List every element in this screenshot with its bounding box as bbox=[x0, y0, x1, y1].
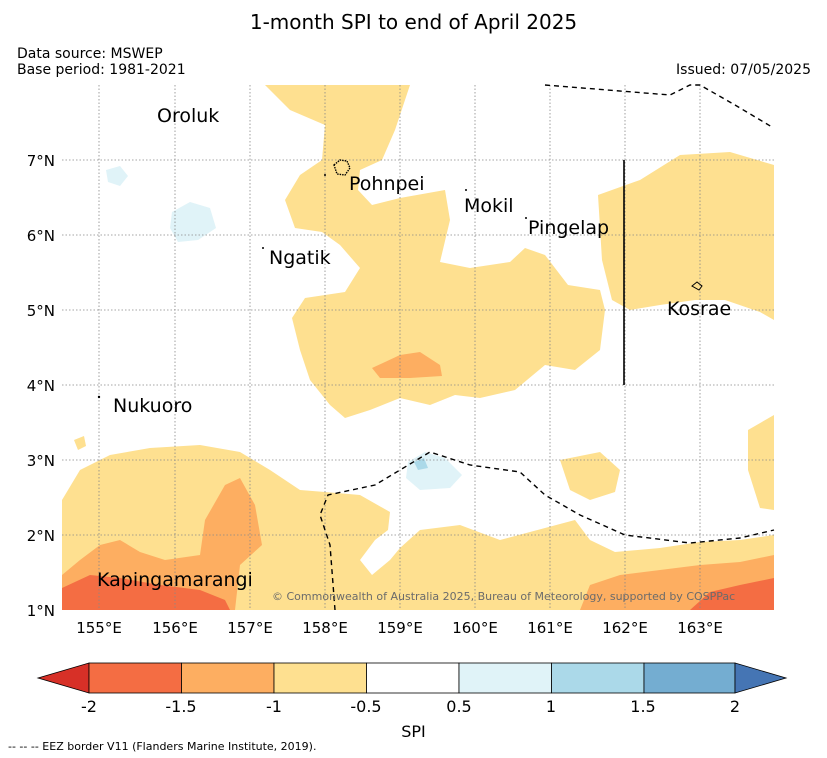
lon-tick-label: 155°E bbox=[76, 619, 122, 637]
gridlines bbox=[62, 85, 774, 610]
lat-tick-label: 1°N bbox=[27, 602, 55, 620]
colorbar-tick-label: -2 bbox=[81, 697, 97, 716]
eez-borders bbox=[319, 84, 775, 611]
kosrae-island bbox=[691, 281, 703, 291]
map-title: 1-month SPI to end of April 2025 bbox=[249, 10, 578, 34]
lat-tick-label: 7°N bbox=[27, 152, 55, 170]
place-label-oroluk: Oroluk bbox=[157, 105, 219, 127]
lat-tick-label: 6°N bbox=[27, 227, 55, 245]
eez-border-north bbox=[544, 84, 773, 128]
colorbar-tick-label: 1.5 bbox=[630, 697, 655, 716]
issued-date: Issued: 07/05/2025 bbox=[676, 62, 811, 78]
colorbar-segment bbox=[88, 662, 182, 694]
lon-tick-label: 163°E bbox=[677, 619, 723, 637]
data-source-text: Data source: MSWEP bbox=[17, 46, 163, 62]
spi-region-extreme-dry-southeast bbox=[690, 578, 774, 610]
pohnpei-island bbox=[333, 159, 351, 176]
spi-region-dry-3n-east bbox=[560, 452, 620, 500]
lon-tick-label: 156°E bbox=[152, 619, 198, 637]
spi-region-dry-small bbox=[74, 436, 86, 450]
lon-tick-label: 161°E bbox=[527, 619, 573, 637]
place-label-nukuoro: Nukuoro bbox=[113, 395, 192, 417]
colorbar-tick-label: 0.5 bbox=[446, 697, 471, 716]
colorbar-extend-low bbox=[36, 662, 90, 694]
spi-field bbox=[62, 85, 774, 610]
spi-region-very-dry-south bbox=[62, 478, 262, 610]
colorbar-segment bbox=[181, 662, 275, 694]
colorbar-tick-label: -0.5 bbox=[350, 697, 381, 716]
colorbar-segment bbox=[273, 662, 367, 694]
colorbar-segment bbox=[643, 662, 736, 694]
data-source-block: Data source: MSWEP Base period: 1981-202… bbox=[17, 46, 186, 78]
lon-tick-label: 162°E bbox=[602, 619, 648, 637]
colorbar-tick-label: -1 bbox=[266, 697, 282, 716]
place-label-mokil: Mokil bbox=[464, 195, 514, 217]
lon-tick-label: 158°E bbox=[302, 619, 348, 637]
lat-tick-label: 5°N bbox=[27, 302, 55, 320]
lon-tick-label: 157°E bbox=[227, 619, 273, 637]
eez-footnote: -- -- -- EEZ border V11 (Flanders Marine… bbox=[8, 740, 317, 753]
spi-region-wet-west bbox=[170, 202, 216, 242]
colorbar-extend-high bbox=[734, 662, 788, 694]
lon-tick-label: 160°E bbox=[452, 619, 498, 637]
place-label-kosrae: Kosrae bbox=[667, 298, 731, 320]
spi-colorbar bbox=[36, 662, 788, 694]
lon-tick-label: 159°E bbox=[377, 619, 423, 637]
eez-border-south bbox=[319, 451, 775, 611]
oroluk-atoll bbox=[324, 174, 326, 176]
colorbar-segment bbox=[366, 662, 460, 694]
place-label-kapingamarangi: Kapingamarangi bbox=[97, 569, 253, 591]
mokil-atoll bbox=[465, 189, 467, 191]
colorbar-segment bbox=[551, 662, 645, 694]
spi-region-wet-3n bbox=[406, 452, 462, 490]
lat-tick-label: 4°N bbox=[27, 377, 55, 395]
colorbar-tick-label: -1.5 bbox=[165, 697, 196, 716]
colorbar-label: SPI bbox=[401, 722, 426, 741]
nukuoro-atoll bbox=[97, 395, 101, 399]
ngatik-atoll bbox=[262, 247, 264, 249]
place-label-pingelap: Pingelap bbox=[528, 217, 609, 239]
lat-tick-label: 3°N bbox=[27, 452, 55, 470]
colorbar-tick-label: 1 bbox=[546, 697, 556, 716]
spi-region-extreme-dry-south bbox=[62, 575, 230, 610]
pingelap-atoll bbox=[525, 217, 527, 219]
lat-tick-label: 2°N bbox=[27, 527, 55, 545]
copyright-notice: © Commonwealth of Australia 2025, Bureau… bbox=[272, 590, 735, 603]
colorbar-segment bbox=[458, 662, 552, 694]
spi-region-wet-northwest bbox=[106, 166, 128, 186]
spi-region-dry-east bbox=[598, 152, 774, 320]
place-label-ngatik: Ngatik bbox=[269, 247, 331, 269]
colorbar-tick-label: 2 bbox=[730, 697, 740, 716]
spi-region-very-dry-4n bbox=[372, 352, 442, 378]
place-label-pohnpei: Pohnpei bbox=[349, 173, 425, 195]
spi-region-wetter-3n bbox=[414, 458, 428, 470]
base-period-text: Base period: 1981-2021 bbox=[17, 62, 186, 78]
spi-region-dry-southeast bbox=[748, 415, 774, 510]
